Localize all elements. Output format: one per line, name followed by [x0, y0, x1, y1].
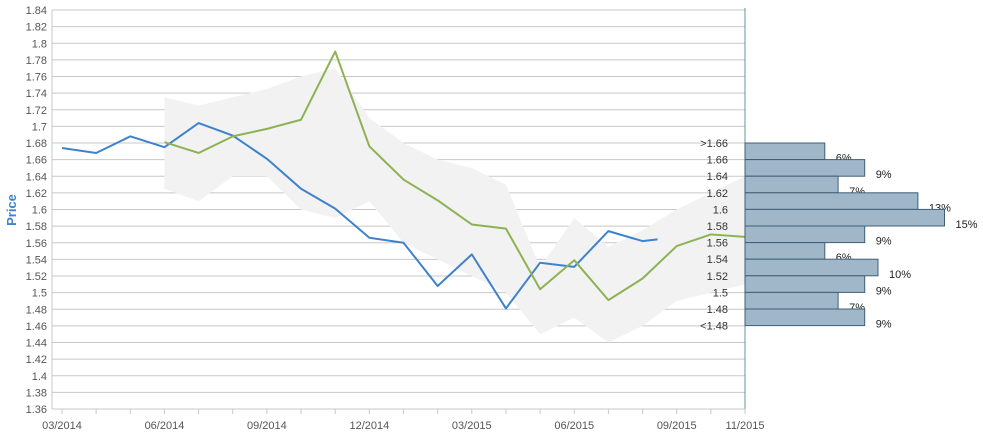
x-tick-label: 11/2015 [726, 420, 765, 432]
y-tick-label: 1.44 [26, 338, 47, 350]
x-tick-label: 09/2015 [657, 420, 697, 432]
x-axis: 03/2014 06/2014 09/2014 12/2014 03/2015 06/20… [42, 408, 765, 432]
y-tick-label: 1.56 [26, 238, 47, 250]
histogram-percent-label: 9% [876, 169, 892, 181]
x-tick-label: 03/2014 [42, 420, 82, 432]
y-tick-label: 1.62 [26, 188, 47, 200]
histogram-bin-label: 1.58 [707, 221, 728, 233]
y-axis-title: Price [4, 194, 19, 226]
histogram-bin-label: 1.62 [707, 188, 728, 200]
series-line-1 [61, 122, 658, 310]
y-tick-label: 1.58 [26, 221, 47, 233]
y-tick-label: 1.76 [26, 72, 47, 84]
y-tick-label: 1.8 [32, 38, 47, 50]
histogram-bar [744, 308, 866, 327]
histogram-bin-label: 1.5 [713, 287, 728, 299]
x-tick-label: 06/2015 [554, 420, 594, 432]
histogram-bin-label: 1.54 [707, 254, 728, 266]
y-tick-label: 1.64 [26, 171, 47, 183]
histogram-bin-label: <1.48 [700, 321, 728, 333]
histogram-bin-label: 1.56 [707, 238, 728, 250]
y-tick-label: 1.42 [26, 354, 47, 366]
histogram-percent-label: 9% [876, 236, 892, 248]
x-tick-label: 12/2014 [349, 420, 389, 432]
y-tick-label: 1.6 [32, 205, 47, 217]
histogram-bin-label: >1.66 [700, 138, 728, 150]
histogram-bar [744, 142, 826, 161]
y-tick-label: 1.52 [26, 271, 47, 283]
y-tick-label: 1.36 [26, 404, 47, 416]
histogram-bar [744, 192, 919, 210]
histogram-bin-label: 1.6 [713, 204, 728, 216]
histogram-bin-label: 1.52 [707, 271, 728, 283]
histogram-percent-label: 15% [956, 219, 978, 231]
histogram-bar [744, 242, 826, 260]
y-tick-label: 1.38 [26, 387, 47, 399]
histogram-bin-label: 1.48 [707, 304, 728, 316]
y-axis: 1.36 1.38 1.4 1.42 1.44 1.46 1.48 1.5 1.52 1.54 1.… [26, 5, 47, 416]
x-tick-label: 03/2015 [452, 420, 492, 432]
forecast-band [164, 68, 745, 343]
histogram-bar [744, 208, 945, 227]
x-tick-label: 06/2014 [145, 420, 185, 432]
y-tick-label: 1.82 [26, 22, 47, 34]
y-tick-label: 1.4 [32, 371, 47, 383]
y-tick-label: 1.68 [26, 138, 47, 150]
histogram-bar [744, 159, 866, 177]
histogram-percent-label: 9% [876, 285, 892, 297]
histogram-bar [744, 291, 839, 310]
y-tick-label: 1.74 [26, 88, 47, 100]
forecast-band-area [164, 68, 745, 343]
histogram-bin-label: 1.66 [707, 155, 728, 167]
x-tick-label: 09/2014 [247, 420, 287, 432]
y-tick-label: 1.54 [26, 254, 47, 266]
y-tick-label: 1.48 [26, 304, 47, 316]
y-tick-label: 1.7 [32, 121, 47, 133]
histogram-bar [744, 258, 879, 277]
y-tick-label: 1.78 [26, 55, 47, 67]
y-tick-label: 1.84 [26, 5, 47, 17]
y-tick-label: 1.46 [26, 321, 47, 333]
y-tick-label: 1.66 [26, 155, 47, 167]
histogram-bar [744, 275, 866, 293]
y-tick-label: 1.5 [32, 288, 47, 300]
histogram-percent-label: 10% [889, 269, 911, 281]
histogram-bar [744, 175, 839, 194]
histogram-bar [744, 225, 866, 244]
histogram-percent-label: 9% [876, 319, 892, 331]
series-line-2 [164, 50, 746, 302]
histogram-bin-label: 1.64 [707, 171, 728, 183]
series-lines [61, 50, 746, 310]
y-tick-label: 1.72 [26, 105, 47, 117]
distribution-histogram: >1.666%1.669%1.647%1.6213%1.615%1.589%1.… [700, 138, 978, 333]
